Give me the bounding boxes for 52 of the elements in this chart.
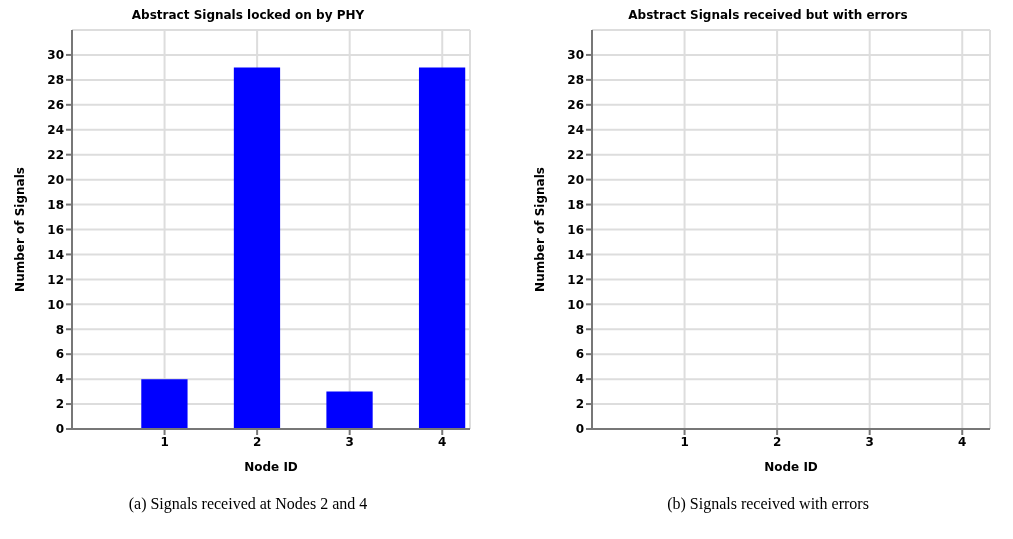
x-axis-title: Node ID — [244, 460, 298, 474]
y-tick-label: 10 — [47, 297, 64, 312]
text: (b) Signals received with errors — [666, 495, 870, 513]
y-tick-label: 14 — [47, 247, 64, 262]
y-tick-label: 12 — [567, 272, 584, 287]
x-tick-label: 1 — [160, 434, 169, 449]
y-tick-label: 0 — [575, 422, 584, 437]
bar — [233, 67, 281, 429]
bar — [326, 391, 373, 429]
y-tick-label: 30 — [567, 48, 584, 63]
bar — [141, 379, 188, 429]
y-tick-label: 8 — [575, 322, 584, 337]
y-tick-label: 24 — [567, 123, 584, 138]
y-tick-label: 18 — [567, 197, 584, 212]
y-tick-label: 4 — [55, 372, 64, 387]
y-tick-label: 26 — [47, 98, 64, 113]
x-tick-label: 4 — [958, 434, 967, 449]
y-tick-label: 14 — [567, 247, 584, 262]
text: (a) Signals received at Nodes 2 and 4 — [127, 495, 369, 513]
y-tick-label: 22 — [567, 147, 584, 162]
x-tick-label: 1 — [680, 434, 689, 449]
x-tick-label: 3 — [345, 434, 354, 449]
x-tick-label: 2 — [252, 434, 262, 449]
y-tick-label: 16 — [567, 222, 584, 237]
y-tick-label: 4 — [575, 372, 584, 387]
y-tick-label: 20 — [47, 172, 64, 187]
y-tick-label: 2 — [575, 397, 584, 412]
y-tick-label: 22 — [47, 147, 64, 162]
y-tick-label: 12 — [47, 272, 64, 287]
y-tick-label: 6 — [575, 347, 584, 362]
y-tick-label: 28 — [567, 73, 584, 88]
bar — [418, 67, 466, 429]
y-tick-label: 20 — [567, 172, 584, 187]
chart-title: Abstract Signals locked on by PHY — [130, 8, 366, 24]
y-axis-title: Number of Signals — [13, 167, 28, 292]
y-tick-label: 0 — [55, 422, 64, 437]
y-tick-label: 8 — [55, 322, 64, 337]
x-tick-label: 4 — [438, 434, 447, 449]
x-tick-label: 3 — [865, 434, 874, 449]
y-tick-label: 16 — [47, 222, 64, 237]
y-axis-title: Number of Signals — [533, 167, 548, 292]
y-tick-label: 26 — [567, 98, 584, 113]
x-tick-label: 2 — [772, 434, 782, 449]
y-tick-label: 24 — [47, 123, 64, 138]
y-tick-label: 2 — [55, 397, 64, 412]
x-axis-title: Node ID — [764, 460, 818, 474]
y-tick-label: 6 — [55, 347, 64, 362]
y-tick-label: 30 — [47, 48, 64, 63]
y-tick-label: 18 — [47, 197, 64, 212]
chart-title: Abstract Signals received but with errors — [627, 8, 909, 24]
y-tick-label: 10 — [567, 297, 584, 312]
y-tick-label: 28 — [47, 73, 64, 88]
